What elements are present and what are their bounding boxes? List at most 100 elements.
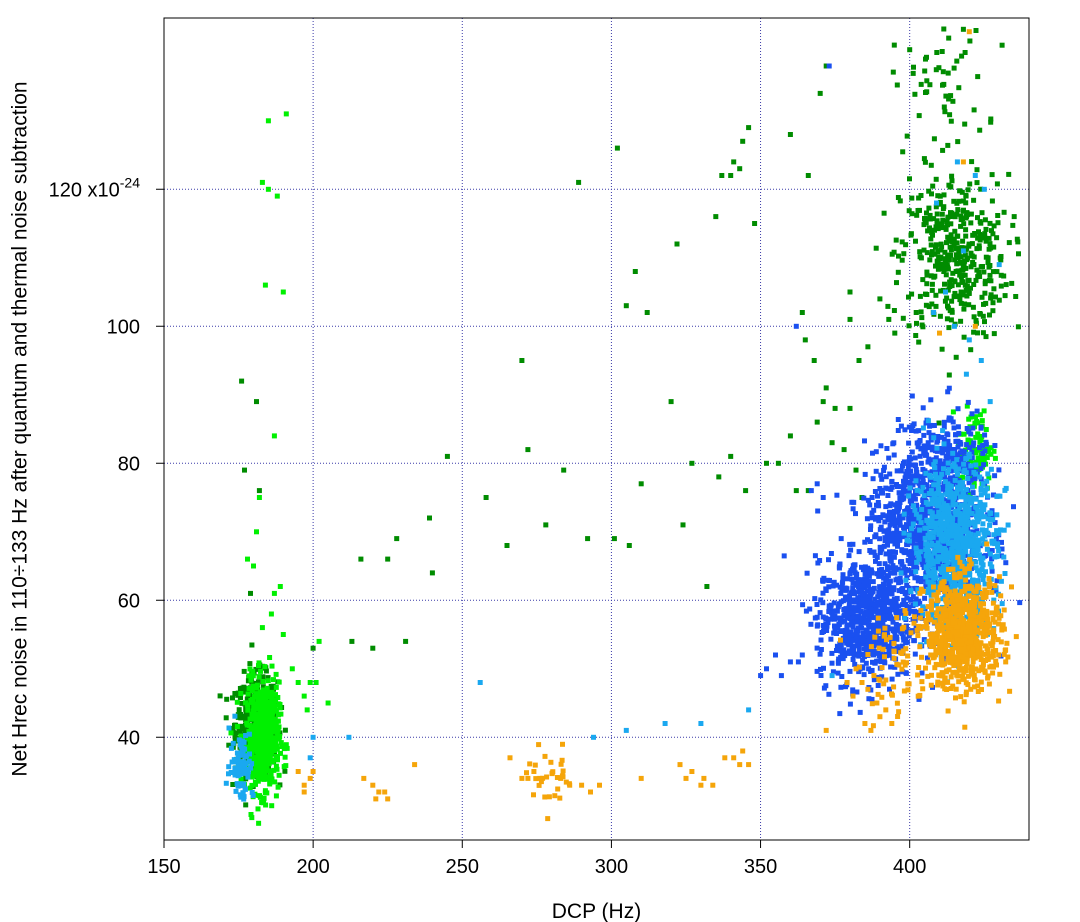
data-point — [978, 461, 984, 467]
data-point — [952, 290, 958, 296]
data-point — [962, 301, 968, 307]
data-point — [977, 601, 983, 607]
data-point — [872, 534, 878, 540]
data-point — [966, 290, 972, 296]
data-point — [988, 445, 994, 451]
data-point — [984, 478, 990, 484]
data-point — [982, 432, 988, 438]
data-point — [920, 484, 926, 490]
data-point — [922, 595, 928, 601]
data-point — [662, 721, 668, 726]
data-point — [954, 211, 960, 217]
data-point — [871, 622, 877, 628]
data-point — [230, 726, 236, 731]
data-point — [933, 476, 939, 482]
data-point — [925, 546, 931, 552]
data-point — [937, 193, 943, 199]
data-point — [933, 602, 939, 608]
data-point — [982, 235, 988, 241]
data-point — [933, 471, 938, 477]
data-point — [989, 228, 994, 234]
data-point — [865, 537, 870, 543]
data-point — [958, 254, 964, 260]
data-point — [284, 745, 290, 751]
data-point — [966, 241, 972, 247]
data-point — [228, 745, 234, 751]
data-point — [887, 549, 892, 555]
data-point — [909, 211, 915, 217]
data-point — [955, 541, 961, 547]
data-point — [895, 566, 901, 572]
data-point — [245, 770, 251, 776]
data-point — [953, 252, 959, 258]
data-point — [923, 541, 929, 547]
data-point — [875, 594, 881, 600]
data-point — [967, 553, 973, 559]
data-point — [838, 615, 844, 621]
data-point — [944, 316, 950, 322]
data-point — [870, 450, 875, 456]
data-point — [856, 653, 862, 659]
data-point — [878, 472, 884, 478]
data-point — [817, 90, 823, 96]
data-point — [895, 417, 901, 422]
data-point — [968, 477, 974, 483]
data-point — [668, 399, 674, 405]
data-point — [983, 226, 989, 232]
data-point — [937, 313, 943, 319]
data-point — [950, 579, 956, 585]
data-point — [947, 214, 953, 219]
data-point — [952, 464, 958, 470]
data-point — [972, 173, 978, 178]
data-point — [943, 514, 948, 520]
data-point — [955, 452, 960, 458]
data-point — [965, 593, 971, 599]
data-point — [995, 213, 1001, 218]
data-point — [883, 504, 889, 510]
data-point — [904, 522, 909, 528]
data-point — [258, 668, 263, 674]
data-point — [971, 495, 977, 501]
data-point — [945, 460, 951, 466]
data-point — [264, 693, 270, 699]
data-point — [253, 741, 259, 747]
data-point — [1002, 293, 1008, 299]
data-point — [965, 509, 971, 515]
data-point — [958, 535, 964, 541]
data-point — [920, 496, 926, 502]
data-point — [246, 758, 252, 764]
data-point — [944, 516, 950, 522]
data-point — [877, 536, 883, 542]
data-point — [954, 528, 960, 534]
data-point — [966, 480, 972, 486]
data-point — [840, 635, 846, 641]
data-point — [946, 467, 952, 473]
data-point — [851, 647, 856, 653]
data-point — [925, 614, 931, 620]
data-point — [962, 121, 968, 127]
data-point — [954, 531, 960, 537]
data-point — [882, 602, 888, 608]
data-point — [277, 705, 283, 711]
data-point — [966, 649, 972, 655]
data-point — [920, 425, 926, 431]
data-point — [946, 96, 952, 102]
data-point — [241, 781, 247, 787]
data-point — [930, 520, 936, 526]
data-point — [897, 198, 903, 204]
data-point — [950, 502, 956, 508]
data-point — [993, 658, 999, 664]
data-point — [938, 528, 944, 534]
data-point — [956, 430, 962, 436]
data-point — [920, 514, 926, 520]
data-point — [942, 444, 948, 450]
data-point — [852, 599, 858, 605]
data-point — [926, 304, 932, 310]
data-point — [884, 530, 890, 535]
data-point — [1001, 554, 1007, 560]
data-point — [848, 605, 854, 611]
data-point — [951, 549, 957, 555]
data-point — [719, 173, 725, 178]
data-point — [275, 725, 281, 731]
data-point — [919, 670, 925, 676]
